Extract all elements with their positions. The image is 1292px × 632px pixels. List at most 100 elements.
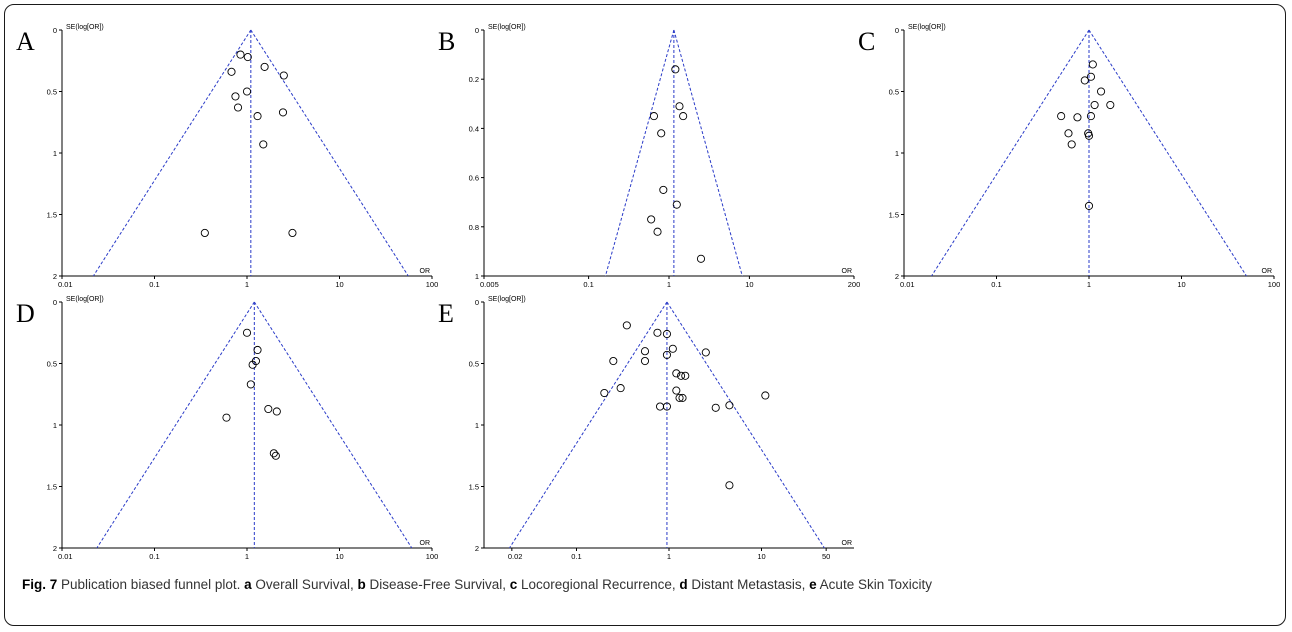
funnel-plot-c: C SE(log[OR]) 0 0.5 1 1.5 20.01 0.1 1 10 100 OR [858, 24, 1281, 289]
study-point [640, 347, 650, 356]
y-tick-label: 1.5 [47, 483, 57, 492]
y-tick-label: 2 [475, 544, 479, 553]
figure-caption: Fig. 7 Publication biased funnel plot. a… [22, 576, 1262, 594]
funnel-plot-d: D SE(log[OR]) 0 0.5 1 1.5 20.01 0.1 1 10 100 OR [16, 296, 439, 561]
y-axis-title: SE(log[OR]) [66, 24, 104, 31]
study-point [647, 215, 656, 224]
funnel-right-line [250, 29, 409, 277]
caption-fig-label: Fig. 7 [22, 577, 58, 592]
figure-frame [4, 4, 1286, 626]
x-axis-title: OR [420, 540, 431, 547]
study-point [1057, 112, 1066, 121]
x-tick-label: 0.1 [991, 280, 1001, 289]
caption-text: Publication biased funnel plot. [57, 577, 245, 592]
x-tick-label: 100 [426, 552, 439, 561]
study-point [725, 401, 734, 410]
study-point [288, 228, 297, 237]
y-tick-label: 2 [53, 272, 57, 281]
study-point [662, 402, 671, 411]
study-point [1097, 87, 1106, 96]
y-tick-label: 0.5 [469, 360, 479, 369]
study-point [672, 386, 681, 395]
x-tick-label: 10 [745, 280, 753, 289]
x-tick-label: 0.1 [149, 552, 159, 561]
x-tick-label: 0.1 [149, 280, 159, 289]
study-point [711, 403, 720, 412]
y-tick-label: 0 [895, 26, 899, 35]
study-point [677, 371, 686, 380]
y-axis-title: SE(log[OR]) [908, 24, 946, 31]
funnel-right-line [666, 301, 825, 549]
funnel-left-line [96, 301, 255, 549]
study-point [622, 321, 631, 330]
y-tick-label: 0 [53, 26, 57, 35]
caption-label-c: Locoregional Recurrence, [517, 577, 680, 592]
caption-label-d: Distant Metastasis, [687, 577, 810, 592]
y-tick-label: 1 [53, 149, 57, 158]
study-point [672, 200, 681, 209]
study-point [609, 356, 618, 366]
study-point [1073, 113, 1082, 122]
study-point [653, 328, 662, 337]
x-tick-label: 0.1 [571, 552, 581, 561]
x-tick-label: 10 [757, 552, 765, 561]
y-tick-label: 0.6 [469, 174, 479, 183]
caption-key-a: a [244, 577, 252, 592]
caption-label-a: Overall Survival, [251, 577, 358, 592]
study-point [640, 356, 650, 366]
y-axis-title: SE(log[OR]) [488, 296, 526, 303]
x-axis-title: OR [420, 268, 431, 275]
study-point [248, 360, 257, 369]
funnel-left-line [931, 29, 1090, 277]
funnel-left-line [509, 301, 668, 549]
study-point [1064, 129, 1073, 138]
study-point [668, 344, 677, 353]
study-point [1086, 112, 1096, 121]
panel-letter: D [16, 299, 35, 328]
y-tick-label: 1.5 [469, 483, 479, 492]
x-tick-label: 200 [848, 280, 861, 289]
study-point [272, 407, 281, 416]
funnel-right-line [1088, 29, 1247, 277]
study-point [242, 87, 252, 96]
x-tick-label: 1 [1087, 280, 1091, 289]
study-point [222, 413, 231, 422]
y-tick-label: 1.5 [889, 211, 899, 220]
study-point [279, 71, 288, 80]
caption-key-c: c [509, 577, 518, 592]
y-tick-label: 0.5 [889, 88, 899, 97]
x-tick-label: 100 [1268, 280, 1281, 289]
study-point [233, 103, 243, 112]
study-point [259, 140, 268, 149]
study-point [657, 129, 666, 138]
study-point [659, 185, 668, 194]
funnel-plot-b: B SE(log[OR])00.20.40.60.810.005 0.1 1 10 200… [438, 24, 861, 289]
x-tick-label: 1 [667, 552, 671, 561]
study-point [701, 348, 710, 357]
study-point [725, 481, 734, 490]
study-point [243, 53, 252, 62]
y-tick-label: 0.4 [469, 124, 479, 133]
study-point [653, 227, 662, 236]
study-point [1106, 100, 1115, 110]
x-tick-label: 1 [245, 552, 249, 561]
x-tick-label: 0.01 [58, 280, 73, 289]
study-point [227, 67, 236, 76]
panel-letter: E [438, 299, 454, 328]
x-axis-title: OR [842, 268, 853, 275]
funnel-plot-e: E SE(log[OR]) 0 0.5 1 1.5 2 0.02 0.1 1 10 50 OR [438, 296, 854, 561]
study-point [662, 329, 671, 339]
study-point [231, 92, 240, 101]
study-point [679, 112, 688, 121]
y-tick-label: 2 [895, 272, 899, 281]
y-tick-label: 0 [475, 26, 479, 35]
study-point [278, 108, 288, 117]
x-tick-label: 1 [245, 280, 249, 289]
study-point [200, 228, 209, 237]
x-tick-label: 10 [335, 280, 343, 289]
x-tick-label: 50 [822, 552, 830, 561]
funnel-right-line [253, 301, 413, 549]
y-tick-label: 2 [53, 544, 57, 553]
x-tick-label: 0.1 [583, 280, 593, 289]
study-point [655, 402, 665, 411]
